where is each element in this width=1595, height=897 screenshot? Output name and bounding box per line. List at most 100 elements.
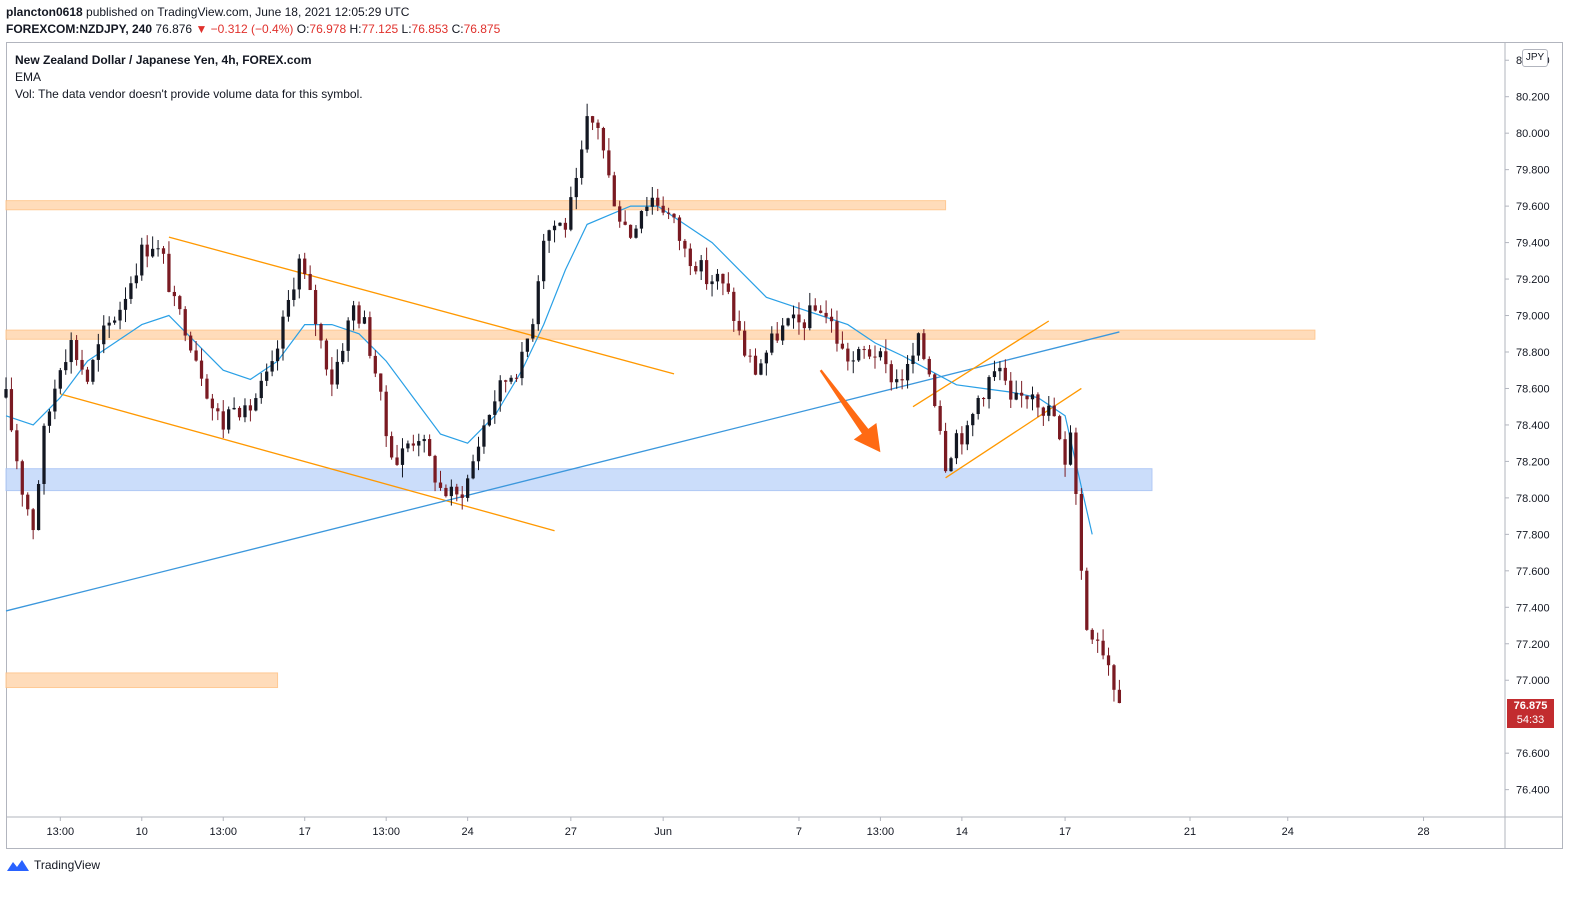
candle bbox=[227, 406, 231, 434]
candle bbox=[172, 285, 176, 307]
tradingview-footer[interactable]: TradingView bbox=[6, 856, 100, 874]
legend-volume-note: Vol: The data vendor doesn't provide vol… bbox=[15, 87, 363, 101]
candle bbox=[449, 479, 453, 506]
candle bbox=[1090, 628, 1094, 644]
price-tick-label: 79.400 bbox=[1516, 238, 1550, 250]
candle bbox=[69, 332, 73, 374]
zone-orange-1[interactable] bbox=[5, 329, 1316, 340]
candle bbox=[623, 210, 627, 226]
publish-line: plancton0618 published on TradingView.co… bbox=[6, 5, 409, 19]
candle bbox=[938, 400, 942, 435]
candle bbox=[194, 341, 198, 362]
change-value: −0.312 (−0.4%) bbox=[210, 22, 294, 36]
candle bbox=[313, 284, 318, 337]
candle bbox=[471, 454, 475, 480]
candle bbox=[47, 409, 52, 433]
candle bbox=[819, 305, 823, 314]
last-price-value: 76.875 bbox=[1513, 700, 1548, 712]
candle bbox=[232, 397, 236, 410]
candle bbox=[9, 377, 14, 433]
candles-layer bbox=[4, 103, 1122, 704]
candle bbox=[428, 434, 432, 457]
candle bbox=[31, 507, 35, 540]
candle bbox=[42, 423, 46, 495]
candle bbox=[384, 385, 388, 447]
symbol-label: FOREXCOM:NZDJPY, 240 bbox=[6, 22, 153, 36]
time-tick-label: 14 bbox=[956, 826, 968, 838]
candle bbox=[634, 225, 638, 239]
candle bbox=[4, 377, 8, 399]
candle bbox=[775, 322, 779, 343]
price-tick-label: 77.800 bbox=[1516, 529, 1550, 541]
candle bbox=[998, 361, 1002, 381]
close-value: 76.875 bbox=[463, 22, 501, 36]
candle bbox=[216, 403, 220, 421]
trendline-orange-4[interactable] bbox=[945, 387, 1082, 479]
currency-badge[interactable]: JPY bbox=[1522, 49, 1548, 67]
price-tick-label: 77.400 bbox=[1516, 602, 1550, 614]
down-arrow-icon: ▼ bbox=[195, 22, 208, 36]
candle bbox=[183, 306, 187, 342]
candle bbox=[199, 348, 204, 386]
candle bbox=[286, 290, 291, 322]
candle bbox=[504, 379, 508, 393]
candle bbox=[96, 333, 100, 372]
candle bbox=[536, 275, 540, 331]
tradingview-logo-icon bbox=[7, 860, 29, 871]
publisher-name[interactable]: plancton0618 bbox=[6, 5, 83, 19]
time-tick-label: 13:00 bbox=[209, 826, 237, 838]
candle bbox=[563, 217, 568, 238]
price-tick-label: 78.600 bbox=[1516, 383, 1550, 395]
candle bbox=[688, 243, 692, 276]
candle bbox=[368, 311, 372, 359]
candle bbox=[683, 238, 687, 258]
time-tick-label: 7 bbox=[796, 826, 802, 838]
zone-orange-3[interactable] bbox=[5, 672, 279, 689]
candle bbox=[123, 287, 128, 323]
candle bbox=[840, 331, 845, 350]
zone-blue-2[interactable] bbox=[5, 468, 1153, 492]
time-tick-label: 13:00 bbox=[372, 826, 400, 838]
candle bbox=[764, 350, 768, 376]
candle bbox=[58, 367, 62, 394]
candle bbox=[112, 316, 117, 325]
open-value: 76.978 bbox=[309, 22, 347, 36]
candle bbox=[1025, 395, 1029, 409]
candle bbox=[308, 265, 312, 291]
candle bbox=[1117, 679, 1122, 704]
candle bbox=[281, 310, 285, 361]
candle bbox=[916, 332, 921, 361]
candle bbox=[873, 345, 877, 369]
candle bbox=[330, 357, 334, 397]
price-tick-label: 78.400 bbox=[1516, 420, 1550, 432]
candle bbox=[943, 422, 948, 473]
trendline-orange-1[interactable] bbox=[60, 393, 555, 532]
candle bbox=[102, 315, 106, 354]
candle bbox=[911, 342, 915, 374]
candle bbox=[498, 375, 502, 412]
chart-frame[interactable] bbox=[6, 42, 1563, 849]
time-tick-label: 17 bbox=[299, 826, 311, 838]
candle bbox=[297, 254, 301, 299]
candle bbox=[656, 188, 660, 212]
down-arrow-drawing[interactable] bbox=[819, 369, 881, 453]
candle bbox=[748, 348, 752, 363]
candle bbox=[601, 126, 606, 159]
candle bbox=[487, 414, 492, 427]
time-tick-label: 21 bbox=[1184, 826, 1196, 838]
zone-orange-0[interactable] bbox=[5, 200, 947, 211]
trendline-orange-0[interactable] bbox=[168, 236, 675, 375]
candle bbox=[857, 346, 861, 363]
time-tick-label: 28 bbox=[1417, 826, 1429, 838]
candle bbox=[406, 440, 410, 453]
candle bbox=[379, 373, 383, 401]
candle bbox=[357, 301, 361, 329]
price-tick-label: 77.600 bbox=[1516, 566, 1550, 578]
candle bbox=[981, 397, 986, 407]
candle bbox=[64, 349, 68, 375]
candle bbox=[265, 363, 269, 387]
candle bbox=[721, 273, 725, 296]
candle bbox=[520, 342, 524, 386]
legend-indicator[interactable]: EMA bbox=[15, 70, 42, 84]
